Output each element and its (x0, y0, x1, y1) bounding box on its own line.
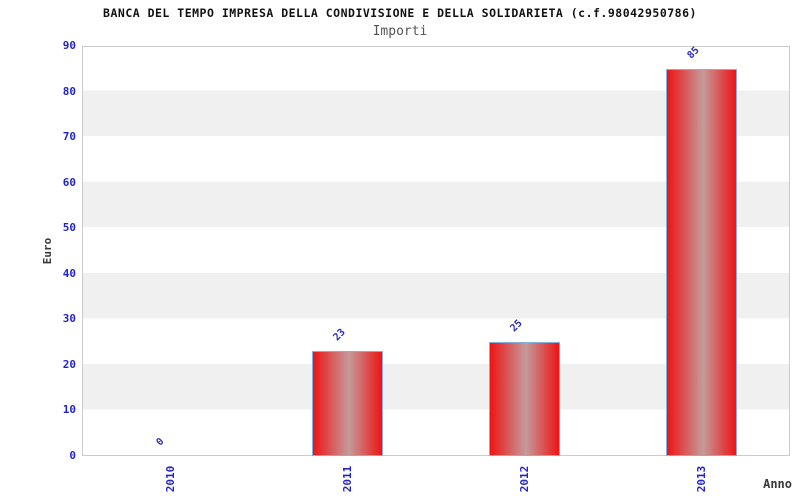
bar-2012 (489, 342, 560, 456)
y-tick-label: 30 (62, 312, 76, 326)
bar-2013 (666, 68, 737, 456)
x-axis-title: Anno (763, 477, 792, 491)
chart-subtitle: Importi (372, 24, 428, 39)
x-tick-label: 2011 (340, 465, 354, 493)
x-tick-label: 2013 (694, 465, 708, 493)
y-tick-label: 60 (62, 175, 76, 189)
y-tick-label: 90 (62, 39, 76, 52)
y-tick-label: 10 (62, 403, 76, 417)
y-tick-label: 50 (62, 221, 76, 235)
x-tick-label: 2010 (163, 465, 177, 493)
chart-title: BANCA DEL TEMPO IMPRESA DELLA CONDIVISIO… (103, 6, 697, 20)
y-tick-label: 70 (62, 130, 76, 144)
y-tick-label: 80 (62, 84, 76, 98)
y-tick-label: 0 (69, 449, 76, 462)
x-tick-label: 2012 (517, 465, 531, 493)
bar-2011 (312, 351, 383, 456)
y-tick-label: 20 (62, 357, 76, 371)
y-tick-label: 40 (62, 266, 76, 280)
